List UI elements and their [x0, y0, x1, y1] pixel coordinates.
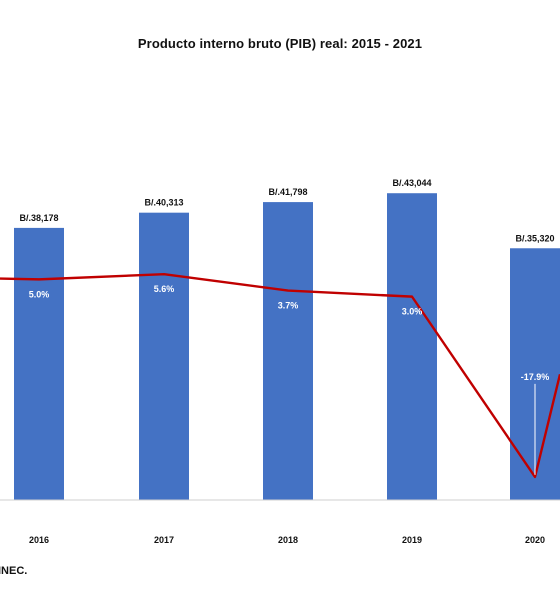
growth-value-label: 3.7%	[278, 301, 299, 311]
x-tick-label: 2019	[402, 535, 422, 545]
bar-value-label: B/.43,044	[392, 178, 431, 188]
bar-2018	[263, 202, 313, 501]
growth-value-label: 3.0%	[402, 307, 423, 317]
source-note: INEC.	[0, 565, 28, 577]
bar-2017	[139, 212, 189, 500]
growth-value-label: 5.0%	[29, 289, 50, 299]
bar-value-label: B/.40,313	[144, 198, 183, 208]
growth-line-layer	[0, 273, 560, 479]
x-tick-label: 2017	[154, 535, 174, 545]
bar-2019	[387, 193, 437, 500]
x-axis: 2016 2017 2018 2019 2020	[0, 499, 560, 545]
x-tick-label: 2020	[525, 535, 545, 545]
bar-value-label: B/.35,320	[515, 233, 554, 243]
bar-label-layer: B/.38,178 B/.40,313 B/.41,798 B/.43,044 B/.3…	[19, 178, 554, 243]
chart-svg: B/.38,178 B/.40,313 B/.41,798 B/.43,044 B/.3…	[0, 178, 560, 545]
growth-value-label: -17.9%	[521, 372, 550, 382]
x-tick-label: 2016	[29, 535, 49, 545]
bar-value-label: B/.38,178	[19, 213, 58, 223]
x-tick-label: 2018	[278, 535, 298, 545]
bar-2016	[14, 227, 64, 500]
growth-line	[0, 273, 560, 479]
chart-title: Producto interno bruto (PIB) real: 2015 …	[137, 36, 423, 51]
bar-value-label: B/.41,798	[268, 187, 307, 197]
bar-layer	[14, 193, 560, 501]
growth-label-layer: 5.0% 5.6% 3.7% 3.0% -17.9%	[29, 284, 550, 475]
growth-value-label: 5.6%	[154, 284, 175, 294]
